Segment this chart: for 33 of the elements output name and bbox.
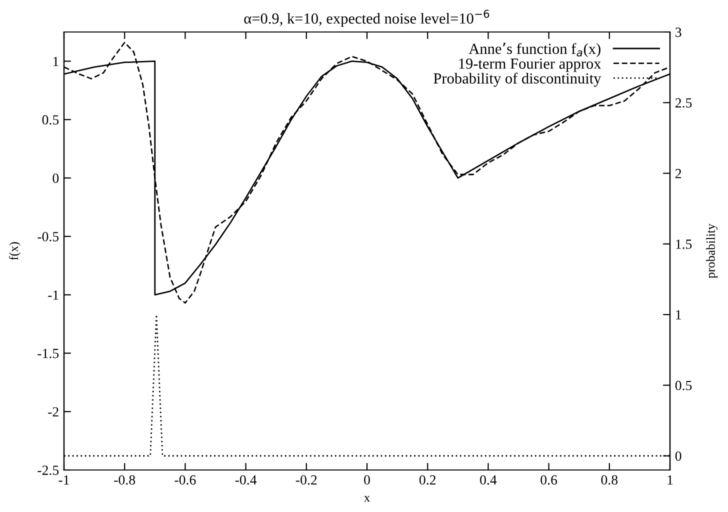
x-axis-title: x [364,496,370,502]
y-tick-label: -0.5 [38,232,59,242]
x-tick-label: -0.2 [296,475,317,485]
y2-tick-label: 2 [675,168,682,178]
y-tick-label: -1 [48,290,58,300]
y2-tick-label: 1 [676,310,681,320]
x-tick-label: 1 [668,475,673,484]
x-tick-label: -1 [58,475,69,484]
y2-axis-title: probability [706,224,718,278]
x-tick-label: 0.6 [540,475,558,485]
y2-tick-label: 3 [676,28,682,37]
x-tick-label: 0.8 [601,475,618,485]
y2-tick-label: 0.5 [675,380,692,390]
x-tick-label: -0.4 [235,475,257,485]
y-tick-label: -2 [48,407,58,416]
y-axis-title: f(x) [9,242,20,260]
y2-tick-label: 0 [675,451,682,461]
y-tick-label: -2.5 [38,466,59,476]
y2-tick-label: 1.5 [676,240,692,249]
chart-title: α=0.9, k=10, expected noise level=10$^{−6}$ [244,10,490,27]
y-tick-label: 0.5 [42,115,59,125]
x-tick-label: -0.8 [114,475,136,485]
legend-label: 19-term Fourier approx [459,58,602,72]
y2-tick-label: 2.5 [675,98,692,108]
x-tick-label: -0.6 [174,475,196,485]
y-tick-label: 0 [52,174,59,183]
y-tick-label: -1.5 [38,348,59,358]
legend-label: Anne’s function f$_{a}$(x) [468,42,600,58]
x-tick-label: 0.4 [480,475,497,485]
y-tick-label: 1 [53,56,58,66]
legend-label: Probability of discontinuity [434,72,602,87]
x-tick-label: 0.2 [419,475,436,485]
x-tick-label: 0 [364,475,370,485]
